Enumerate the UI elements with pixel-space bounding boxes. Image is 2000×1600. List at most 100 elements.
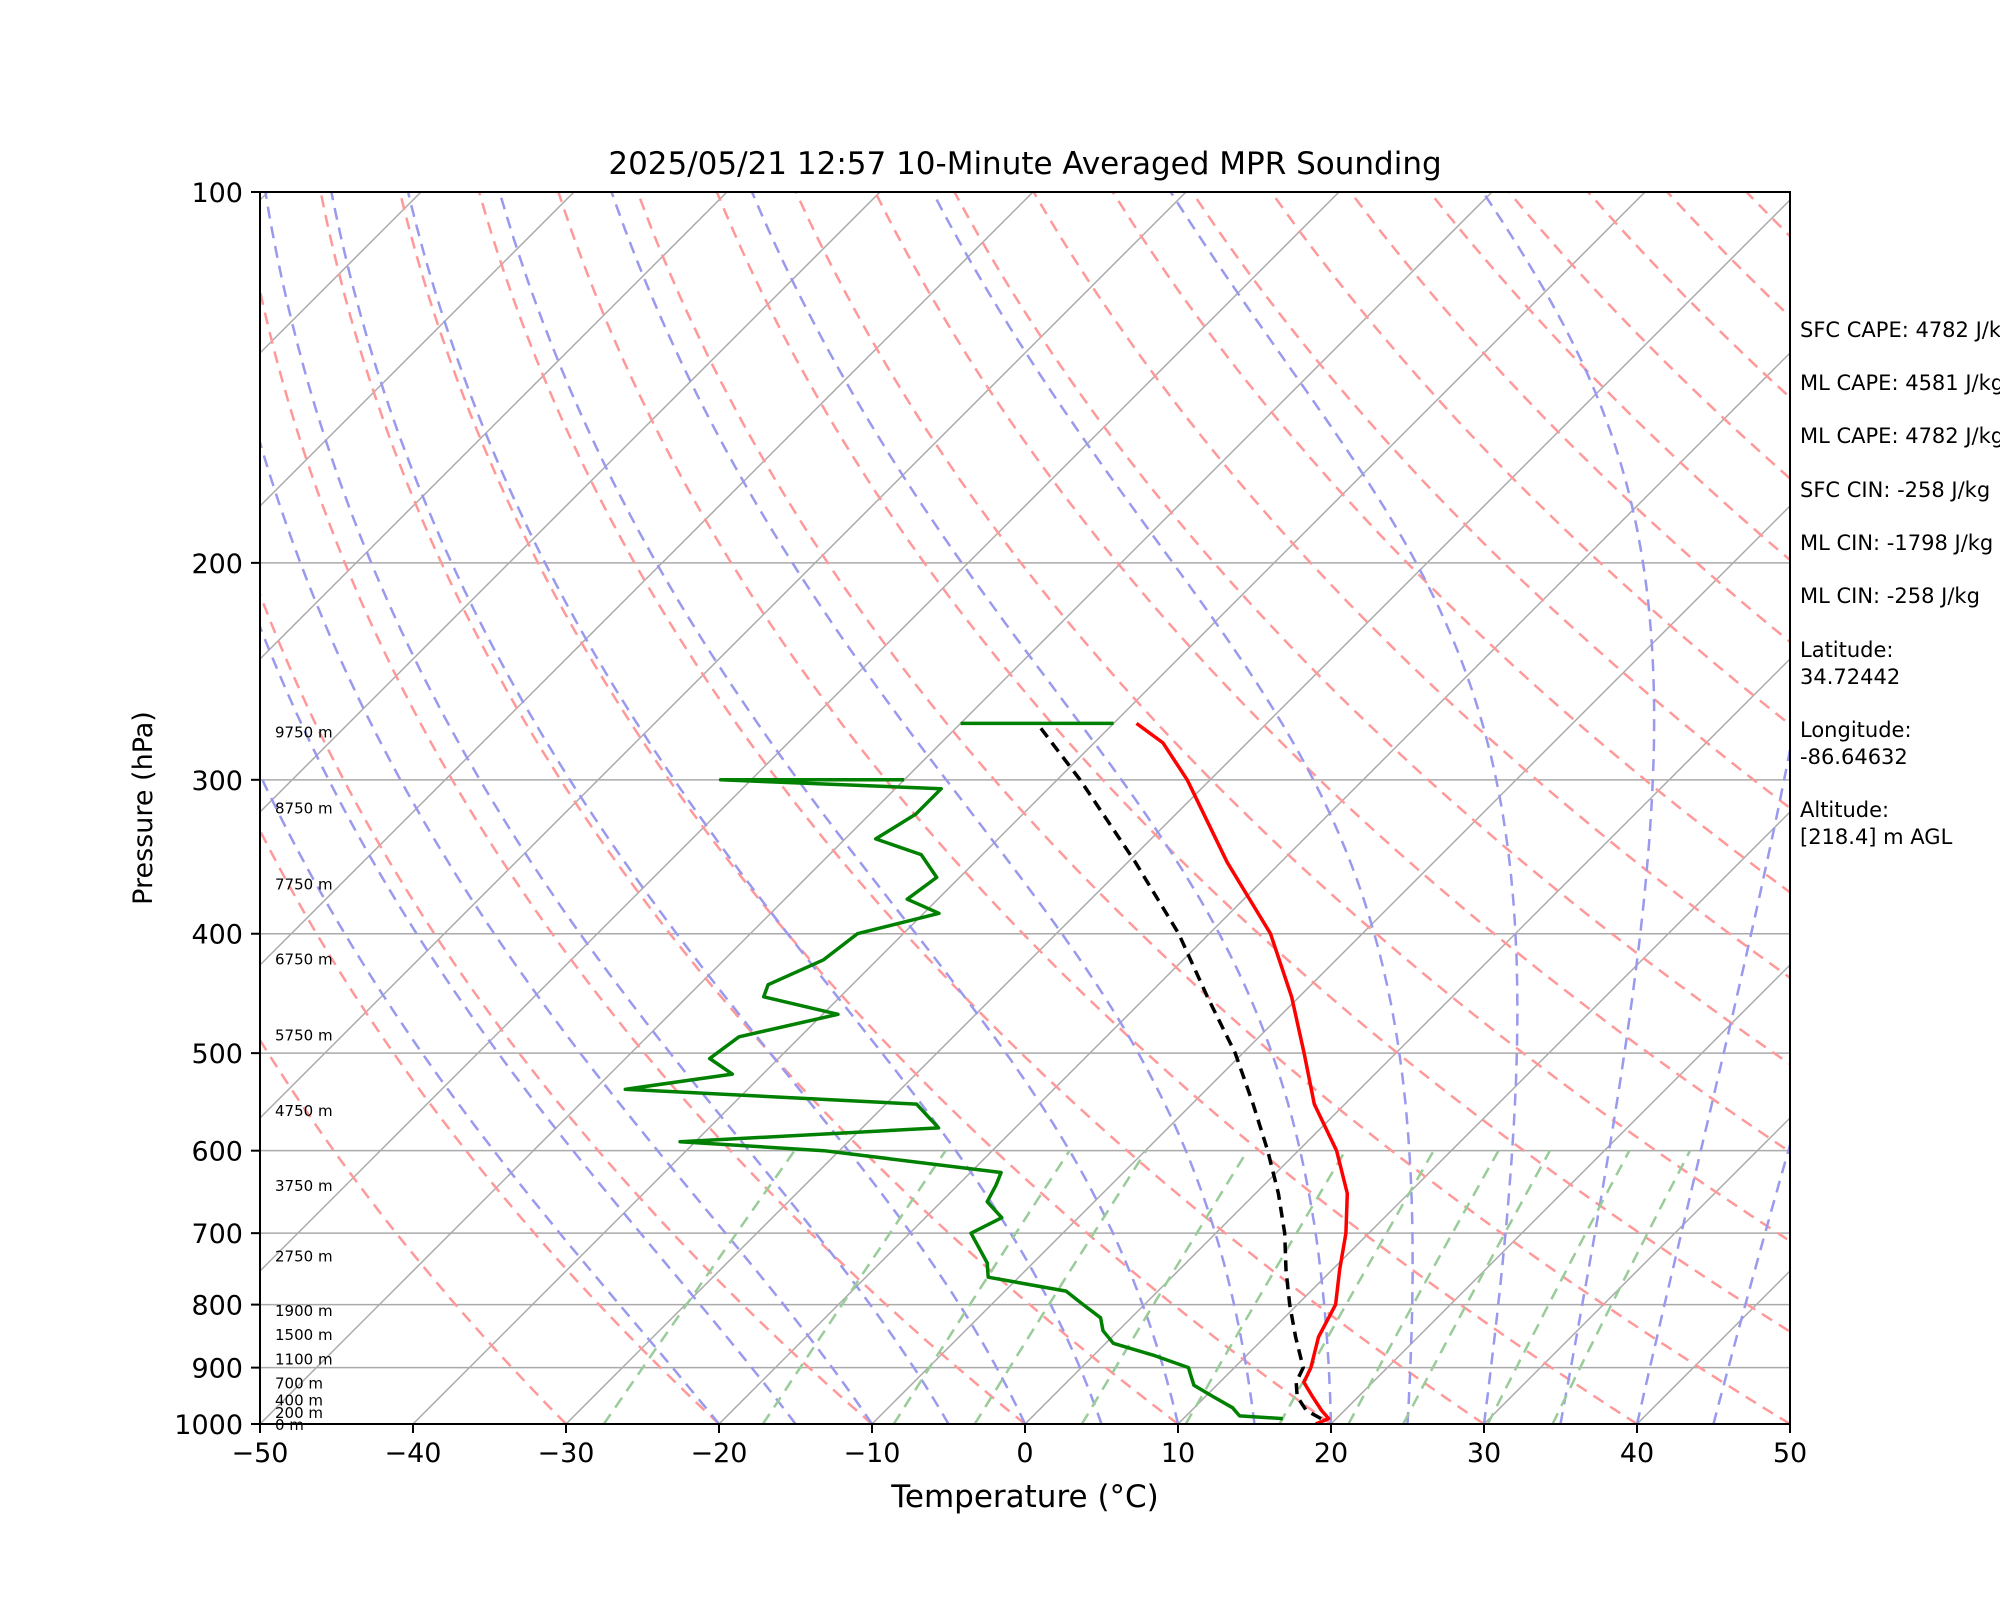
y-tick-label: 1000: [174, 1410, 243, 1441]
plot-frame: [259, 191, 1791, 1425]
stat-longitude: Longitude: -86.64632: [1800, 718, 1912, 769]
stat-ml-cin: ML CIN: -1798 J/kg: [1800, 531, 1994, 555]
height-label: 700 m: [275, 1374, 323, 1392]
dry-adiabat-line: [953, 192, 1790, 1066]
height-label: 4750 m: [275, 1102, 333, 1120]
dry-adiabat-line: [557, 192, 1638, 1424]
x-tick-label: 30: [1467, 1438, 1501, 1469]
stat-sfc-cape: SFC CAPE: 4782 J/kg: [1800, 318, 2000, 342]
isotherm-line: [260, 192, 1340, 1273]
x-tick-label: −10: [844, 1438, 901, 1469]
isotherm-line: [412, 192, 1646, 1424]
x-tick-label: −50: [232, 1438, 289, 1469]
mixing-ratio-line: [1278, 1150, 1435, 1424]
x-tick-label: −20: [691, 1438, 748, 1469]
mixing-ratio-line: [1080, 1150, 1249, 1424]
moist-adiabat-line: [610, 192, 1256, 1424]
dry-adiabat-line: [477, 192, 1485, 1424]
y-tick-label: 600: [191, 1137, 243, 1168]
dry-adiabat-line: [636, 192, 1790, 1424]
isotherm-line: [260, 192, 1493, 1424]
mixing-ratio-line: [602, 1149, 796, 1424]
height-label: 2750 m: [275, 1248, 333, 1266]
y-tick-label: 900: [191, 1354, 243, 1385]
y-tick-label: 300: [191, 766, 243, 797]
height-label: 1100 m: [275, 1351, 333, 1369]
isotherm-line: [260, 192, 728, 661]
isotherm-line: [565, 198, 1790, 1424]
isotherm-line: [0, 192, 115, 1424]
x-tick-label: −30: [538, 1438, 595, 1469]
isotherm-line: [260, 192, 575, 508]
dry-adiabat-line: [260, 590, 873, 1424]
mixing-ratio-line: [892, 1150, 1071, 1424]
stat-ml-cin-2: ML CIN: -258 J/kg: [1800, 584, 1980, 608]
moist-adiabat-line: [260, 623, 797, 1424]
x-tick-label: 50: [1773, 1438, 1807, 1469]
mixing-ratio-line: [1486, 1150, 1631, 1424]
background-lines: [0, 192, 1790, 1424]
isotherm-line: [260, 192, 881, 814]
y-axis-ticks: 100 200 300 400 500 600 700 800 900 1000: [174, 178, 260, 1441]
mixing-ratio-line: [1402, 1150, 1551, 1424]
stat-altitude: Altitude: [218.4] m AGL: [1800, 798, 1953, 849]
dewpoint-line: [623, 778, 1283, 1421]
isotherm-line: [718, 351, 1790, 1424]
x-tick-label: 40: [1620, 1438, 1654, 1469]
moist-adiabat-line: [498, 192, 1180, 1424]
isotherm-line: [1024, 657, 1790, 1424]
dry-adiabat-line: [794, 192, 1790, 1243]
x-axis-ticks: −50 −40 −30 −20 −10 0 10 20 30 40 50: [232, 1424, 1807, 1469]
moist-adiabat-line: [1169, 192, 1519, 1424]
height-label: 7750 m: [275, 875, 333, 893]
parcel-line: [1035, 722, 1322, 1421]
moist-adiabat-line: [406, 192, 1103, 1424]
isotherm-line: [1483, 1116, 1790, 1424]
dry-adiabat-line: [398, 192, 1332, 1424]
stat-sfc-cin: SFC CIN: -258 J/kg: [1800, 478, 1991, 502]
stat-ml-cape: ML CAPE: 4581 J/kg: [1800, 371, 2000, 395]
chart-title: 2025/05/21 12:57 10-Minute Averaged MPR …: [608, 146, 1441, 182]
temperature-line: [1135, 721, 1350, 1424]
sounding-traces: [623, 721, 1350, 1424]
moist-adiabat-line: [931, 192, 1414, 1424]
mixing-ratio-line: [1347, 1150, 1500, 1424]
dry-adiabat-line: [1111, 192, 1790, 894]
isotherm-line: [871, 504, 1790, 1424]
moist-adiabat-line: [264, 192, 950, 1424]
x-tick-label: −40: [385, 1438, 442, 1469]
y-tick-label: 500: [191, 1039, 243, 1070]
moist-adiabat-line: [1635, 743, 1790, 1424]
height-label: 1900 m: [275, 1302, 333, 1320]
y-axis-label: Pressure (hPa): [128, 711, 159, 905]
x-tick-label: 10: [1161, 1438, 1195, 1469]
mixing-ratio-line: [761, 1149, 947, 1424]
mixing-ratio-line: [1184, 1150, 1347, 1424]
stat-latitude: Latitude: 34.72442: [1800, 638, 1901, 689]
dry-adiabat-line: [1428, 192, 1790, 562]
height-label: 6750 m: [275, 951, 333, 969]
y-tick-label: 700: [191, 1219, 243, 1250]
x-tick-label: 20: [1314, 1438, 1348, 1469]
stat-ml-cape-2: ML CAPE: 4782 J/kg: [1800, 424, 2000, 448]
moist-adiabat-line: [750, 192, 1333, 1424]
isotherm-line: [1177, 810, 1790, 1424]
y-tick-label: 200: [191, 549, 243, 580]
dry-adiabat-line: [260, 284, 1026, 1424]
dry-adiabat-line: [1349, 192, 1790, 644]
height-label: 9750 m: [275, 723, 333, 741]
height-label: 200 m: [275, 1404, 323, 1422]
dry-adiabat-line: [260, 827, 720, 1424]
moist-adiabat-line: [260, 438, 874, 1424]
height-label: 8750 m: [275, 800, 333, 818]
dry-adiabat-line: [1032, 192, 1790, 980]
height-label: 400 m: [275, 1391, 323, 1409]
height-label: 1500 m: [275, 1326, 333, 1344]
dry-adiabat-line: [715, 192, 1790, 1334]
y-tick-label: 100: [191, 178, 243, 209]
moist-adiabat-line: [260, 771, 720, 1424]
dry-adiabat-line: [1191, 192, 1790, 810]
x-tick-label: 0: [1016, 1438, 1033, 1469]
